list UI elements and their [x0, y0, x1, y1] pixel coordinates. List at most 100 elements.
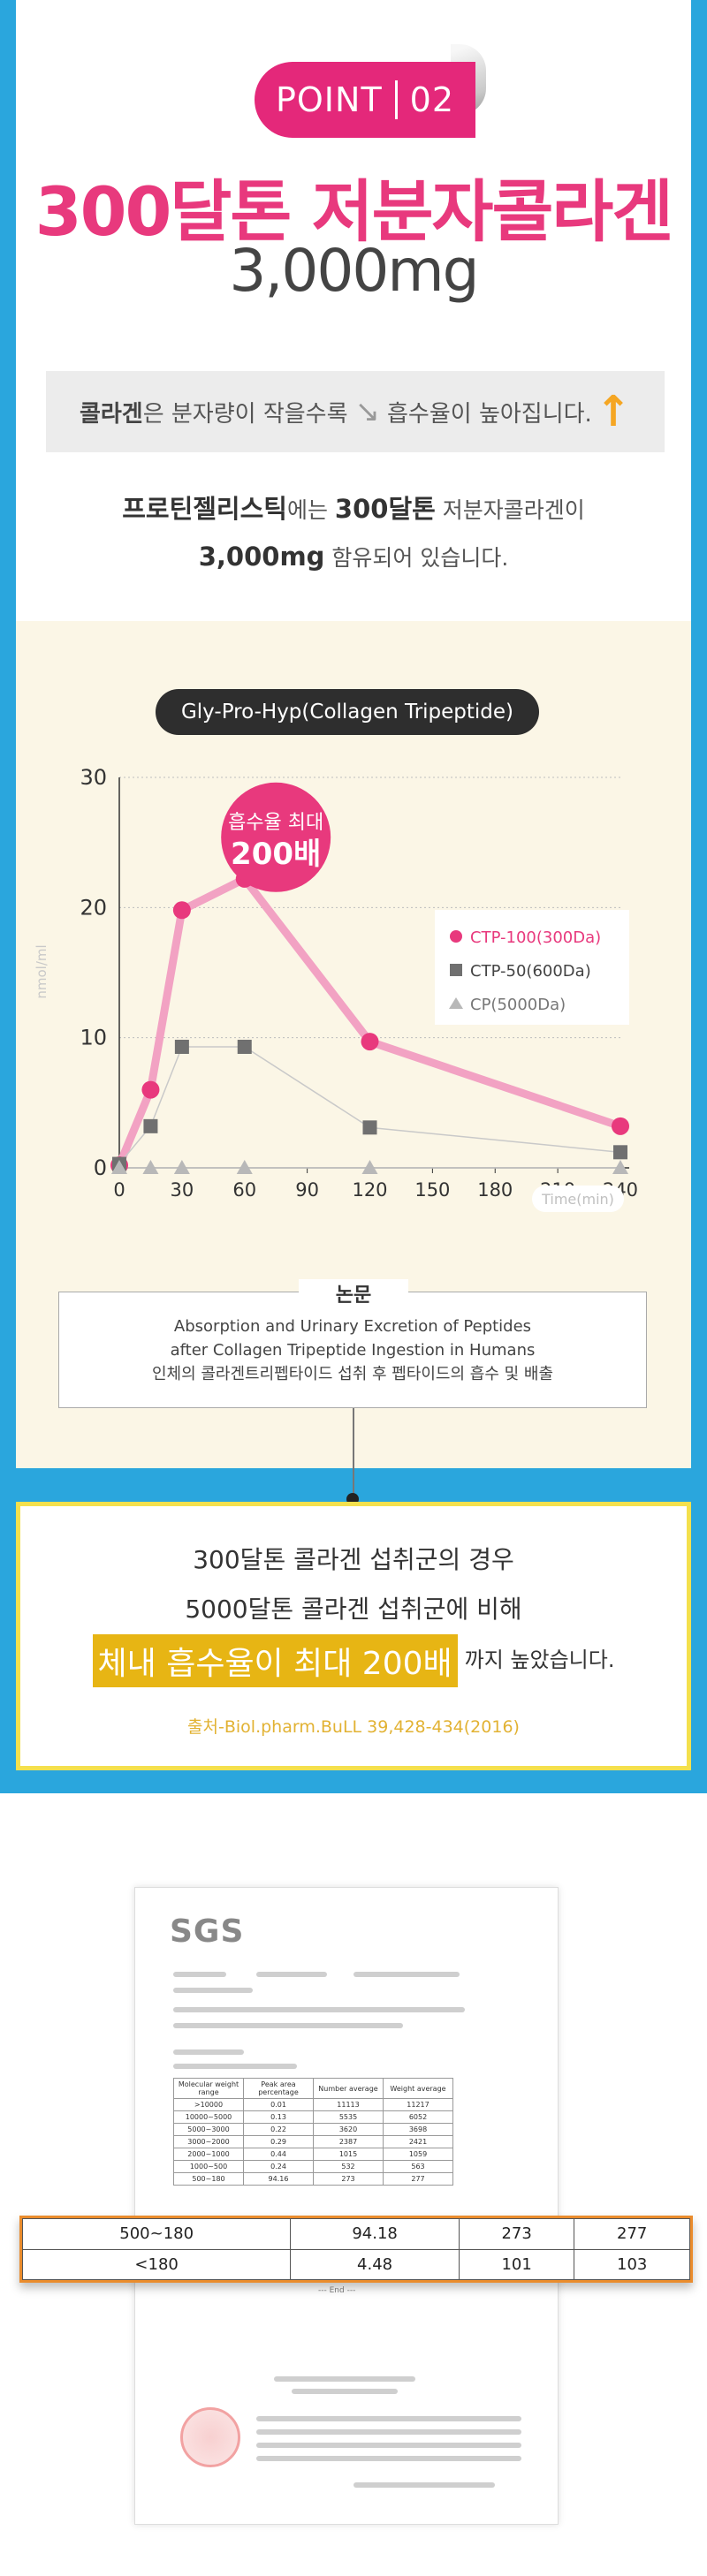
legend-box — [435, 910, 629, 1025]
mini-table-cell: 94.16 — [243, 2172, 314, 2186]
paper-text: Absorption and Urinary Excretion of Pept… — [58, 1315, 647, 1386]
blur-line — [256, 2443, 521, 2448]
y-tick-label: 0 — [94, 1155, 107, 1180]
point-ctp50 — [143, 1118, 158, 1133]
intro-end: 함유되어 있습니다. — [324, 545, 509, 571]
band-text-1: 은 분자량이 작을수록 — [142, 400, 348, 428]
blur-line — [173, 1988, 253, 1993]
y-axis-label: nmol/ml — [35, 944, 49, 998]
result-highlight: 체내 흡수율이 최대 200배 — [92, 1634, 458, 1687]
x-tick-label: 60 — [232, 1179, 256, 1201]
intro-text: 프로틴젤리스틱에는 300달톤 저분자콜라겐이 3,000mg 함유되어 있습니… — [0, 486, 707, 581]
paper-box — [58, 1292, 647, 1408]
mini-table-cell: 3698 — [383, 2123, 453, 2136]
page-subtitle: 3,000mg — [229, 237, 479, 305]
mini-table-cell: 3000~2000 — [173, 2135, 244, 2148]
y-tick-label: 10 — [80, 1026, 107, 1050]
mini-table-row: >10000 0.01 11113 11217 — [173, 2098, 453, 2111]
paper-tag: 논문 — [299, 1279, 408, 1307]
mini-table-cell: Molecular weight range — [173, 2078, 244, 2099]
x-tick-label: 180 — [477, 1179, 513, 1201]
legend-marker-triangle — [449, 997, 463, 1009]
point-ctp100 — [141, 1080, 160, 1099]
blur-line — [256, 2429, 521, 2435]
legend-marker-circle — [450, 930, 462, 943]
point-ctp100 — [172, 901, 191, 920]
mini-table-cell: 2387 — [313, 2135, 384, 2148]
mini-table-row: 500~180 94.16 273 277 — [173, 2172, 453, 2186]
absorption-chart: 01020300306090120150180210240 흡수율 최대 200… — [35, 765, 638, 1212]
mini-table-cell: 0.44 — [243, 2148, 314, 2161]
point-cp — [142, 1160, 159, 1174]
mini-table-cell: 6052 — [383, 2110, 453, 2124]
intro-dalton: 300달톤 — [334, 494, 436, 524]
zoom-table: 500~180 94.18 273 277 <180 4.48 101 103 — [21, 2218, 690, 2280]
mini-table-cell: Peak area percentage — [243, 2078, 314, 2099]
legend-ctp100: CTP-100(300Da) — [470, 928, 601, 947]
blur-line — [274, 2376, 415, 2382]
mini-table-cell: 0.24 — [243, 2160, 314, 2173]
series-line-2 — [118, 1046, 621, 1165]
mini-table-cell: 10000~5000 — [173, 2110, 244, 2124]
arrow-down-icon: ↘ — [354, 394, 381, 429]
connector-line — [353, 1408, 354, 1500]
mini-table-cell: 277 — [383, 2172, 453, 2186]
mini-table-row: Molecular weight range Peak area percenta… — [173, 2078, 453, 2099]
mini-table-cell: 532 — [313, 2160, 384, 2173]
result-line-3: 체내 흡수율이 최대 200배 까지 높았습니다. — [0, 1634, 707, 1687]
point-ctp50 — [613, 1145, 627, 1160]
mini-table-cell: 0.13 — [243, 2110, 314, 2124]
x-tick-label: 90 — [295, 1179, 319, 1201]
blur-line — [173, 2023, 403, 2028]
y-tick-label: 20 — [80, 895, 107, 920]
zoom-table-cell: 277 — [574, 2218, 690, 2250]
blur-line — [354, 1972, 460, 1977]
zoom-table-cell: 101 — [458, 2248, 575, 2280]
point-cp — [361, 1160, 378, 1174]
result-line-2: 5000달톤 콜라겐 섭취군에 비해 — [185, 1595, 522, 1624]
blur-line — [173, 2007, 465, 2012]
zoom-table-cell: 500~180 — [21, 2218, 292, 2250]
blur-line — [256, 2416, 521, 2421]
point-cp — [111, 1160, 127, 1174]
intro-brand: 프로틴젤리스틱 — [122, 494, 287, 524]
mini-table-row: 5000~3000 0.22 3620 3698 — [173, 2123, 453, 2136]
result-tail: 까지 높았습니다. — [464, 1648, 615, 1672]
seal-stamp — [180, 2407, 240, 2467]
result-source: 출처-Biol.pharm.BuLL 39,428-434(2016) — [187, 1717, 520, 1737]
result-line-1: 300달톤 콜라겐 섭취군의 경우 — [193, 1545, 514, 1574]
sgs-logo: SGS — [170, 1913, 245, 1950]
mini-table-cell: 5000~3000 — [173, 2123, 244, 2136]
annotation-line-1: 흡수율 최대 — [228, 812, 323, 834]
legend-cp: CP(5000Da) — [470, 996, 566, 1014]
paper-line-2: after Collagen Tripeptide Ingestion in H… — [170, 1341, 536, 1360]
x-axis-label: Time(min) — [541, 1191, 614, 1208]
band-text-2: 흡수율이 높아집니다. — [387, 400, 592, 428]
intro-rest: 저분자콜라겐이 — [435, 497, 585, 523]
point-ctp50 — [174, 1039, 189, 1054]
mini-table-cell: 11217 — [383, 2098, 453, 2111]
x-tick-label: 30 — [171, 1179, 194, 1201]
mini-table-row: 2000~1000 0.44 1015 1059 — [173, 2148, 453, 2161]
paper-line-3: 인체의 콜라겐트리펩타이드 섭취 후 펩타이드의 흡수 및 배출 — [151, 1365, 554, 1383]
chart-annotation: 흡수율 최대 200배 — [221, 782, 331, 892]
point-ctp100 — [361, 1033, 379, 1051]
mini-table-cell: 5535 — [313, 2110, 384, 2124]
point-cp — [236, 1160, 253, 1174]
zoom-table-cell: 103 — [574, 2248, 690, 2280]
point-ctp50 — [362, 1120, 377, 1135]
intro-mid: 에는 — [286, 497, 335, 523]
y-tick-label: 30 — [80, 765, 107, 790]
zoom-table-cell: 94.18 — [290, 2218, 460, 2250]
mini-table-cell: Weight average — [383, 2078, 453, 2099]
point-ctp50 — [237, 1039, 252, 1054]
mini-table-row: 1000~500 0.24 532 563 — [173, 2160, 453, 2173]
x-axis-label-pill: Time(min) — [532, 1186, 624, 1212]
mini-table-cell: 1015 — [313, 2148, 384, 2161]
chart-marks — [110, 869, 629, 1175]
chart-badge: Gly-Pro-Hyp(Collagen Tripeptide) — [156, 689, 539, 735]
mini-table-row: 3000~2000 0.29 2387 2421 — [173, 2135, 453, 2148]
blur-line — [292, 2389, 398, 2394]
point-cp — [173, 1160, 190, 1174]
legend-ctp50: CTP-50(600Da) — [470, 962, 591, 981]
